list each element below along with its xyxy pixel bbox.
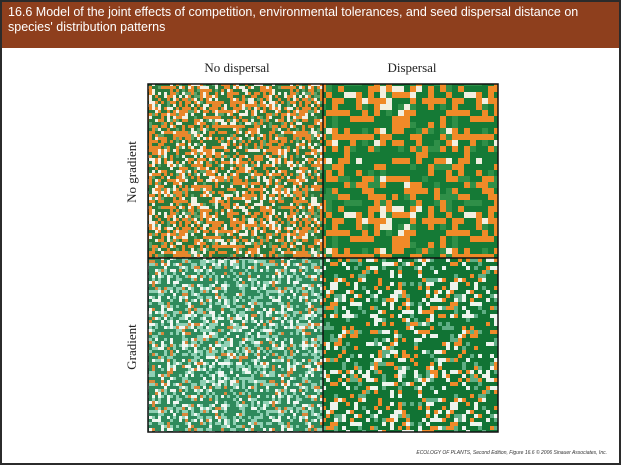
header-title: 16.6 Model of the joint effects of compe… <box>2 2 619 48</box>
panel <box>323 258 498 432</box>
panel <box>148 258 323 432</box>
row-label: Gradient <box>124 324 139 370</box>
column-label: Dispersal <box>387 60 436 75</box>
panel <box>148 84 323 258</box>
row-label: No gradient <box>124 141 139 203</box>
credit: ECOLOGY OF PLANTS, Second Edition, Figur… <box>416 449 607 456</box>
column-label: No dispersal <box>204 60 270 75</box>
panel <box>323 84 498 258</box>
